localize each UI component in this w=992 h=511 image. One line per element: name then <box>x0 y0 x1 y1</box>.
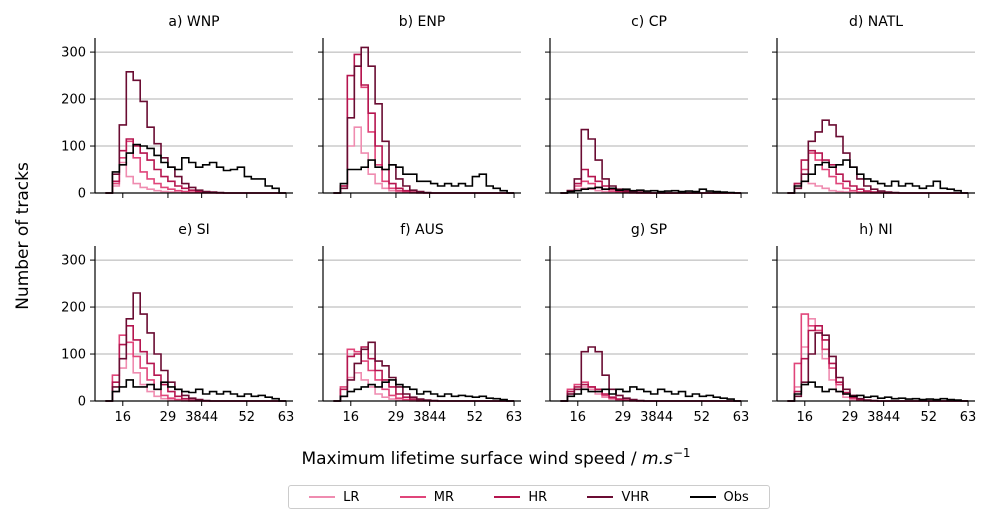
legend-swatch <box>494 496 521 498</box>
legend-label: Obs <box>723 489 749 505</box>
y-tick-label: 100 <box>61 140 86 155</box>
x-tick-label: 29 <box>388 410 405 425</box>
legend: LR MR HR VHR Obs <box>288 485 770 509</box>
subplot-title: b) ENP <box>399 14 446 30</box>
x-tick-label: 29 <box>615 410 632 425</box>
x-tick-label: 63 <box>278 410 295 425</box>
series-line-obs <box>560 186 742 194</box>
legend-swatch <box>309 496 336 498</box>
series-line-vhr <box>105 71 287 194</box>
legend-item: MR <box>399 489 455 505</box>
subplot-grid: 0 100 200 300 a) WNP b) ENP c) CP d) NATL 0 100 20… <box>61 14 976 425</box>
x-tick-label: 63 <box>960 410 977 425</box>
x-tick-label: 16 <box>570 410 587 425</box>
subplot: 0 100 200 300 16 29 3844 52 63 e) SI <box>61 222 294 425</box>
x-tick-label: 3844 <box>185 410 218 425</box>
x-axis-label-unit: m.s <box>642 449 673 469</box>
series-line-obs <box>560 386 742 402</box>
series-line-obs <box>787 381 969 402</box>
subplot: 16 29 3844 52 63 h) NI <box>772 222 976 425</box>
subplot: 16 29 3844 52 63 f) AUS <box>318 222 522 425</box>
subplot-title: g) SP <box>631 222 667 238</box>
series-line-obs <box>333 159 515 194</box>
legend-label: HR <box>528 489 548 505</box>
series-line-obs <box>787 159 969 194</box>
subplot-title: f) AUS <box>400 222 444 238</box>
legend-item: LR <box>309 490 359 505</box>
legend-swatch <box>399 496 426 498</box>
legend-label: VHR <box>621 489 650 505</box>
x-tick-label: 3844 <box>413 410 446 425</box>
y-tick-label: 100 <box>61 348 86 363</box>
x-axis-label: Maximum lifetime surface wind speed / m.… <box>301 446 690 469</box>
legend-item: VHR <box>587 490 649 505</box>
x-tick-label: 52 <box>239 410 256 425</box>
y-tick-label: 200 <box>61 301 86 316</box>
series-line-obs <box>105 379 287 402</box>
legend-label: LR <box>343 489 360 505</box>
series-line-hr <box>333 53 515 194</box>
subplot-title: c) CP <box>631 14 667 30</box>
subplot-title: a) WNP <box>168 14 219 30</box>
subplot: 0 100 200 300 a) WNP <box>61 14 293 202</box>
series-line-obs <box>105 143 287 194</box>
subplot-title: e) SI <box>178 222 210 238</box>
x-axis-label-text: Maximum lifetime surface wind speed / <box>301 449 642 469</box>
x-tick-label: 3844 <box>640 410 673 425</box>
subplot: c) CP <box>545 14 748 198</box>
x-tick-label: 52 <box>694 410 711 425</box>
x-tick-label: 52 <box>921 410 938 425</box>
subplot-title: h) NI <box>859 222 892 238</box>
x-tick-label: 16 <box>343 410 360 425</box>
y-tick-label: 0 <box>78 187 86 202</box>
x-tick-label: 16 <box>797 410 814 425</box>
subplot: 16 29 3844 52 63 g) SP <box>545 222 749 425</box>
legend-item: Obs <box>689 489 749 505</box>
legend-swatch <box>689 496 716 498</box>
legend-label: MR <box>433 489 455 505</box>
y-axis-label: Number of tracks <box>13 162 33 310</box>
x-tick-label: 16 <box>115 410 132 425</box>
x-tick-label: 3844 <box>867 410 900 425</box>
x-tick-label: 52 <box>467 410 484 425</box>
subplot-title: d) NATL <box>849 14 903 30</box>
series-line-vhr <box>787 332 969 402</box>
y-tick-label: 300 <box>61 254 86 269</box>
x-tick-label: 29 <box>160 410 177 425</box>
legend-item: HR <box>494 490 547 505</box>
x-tick-label: 63 <box>733 410 750 425</box>
x-tick-label: 63 <box>506 410 523 425</box>
subplot: d) NATL <box>772 14 975 198</box>
x-axis-label-exponent: −1 <box>673 446 691 460</box>
x-tick-label: 29 <box>842 410 859 425</box>
series-line-lr <box>105 353 287 402</box>
figure: Number of tracks Maximum lifetime surfac… <box>13 14 976 469</box>
subplot: b) ENP <box>318 14 521 198</box>
y-tick-label: 200 <box>61 93 86 108</box>
y-tick-label: 300 <box>61 46 86 61</box>
series-line-obs <box>333 379 515 402</box>
legend-swatch <box>587 496 614 498</box>
y-tick-label: 0 <box>78 395 86 410</box>
